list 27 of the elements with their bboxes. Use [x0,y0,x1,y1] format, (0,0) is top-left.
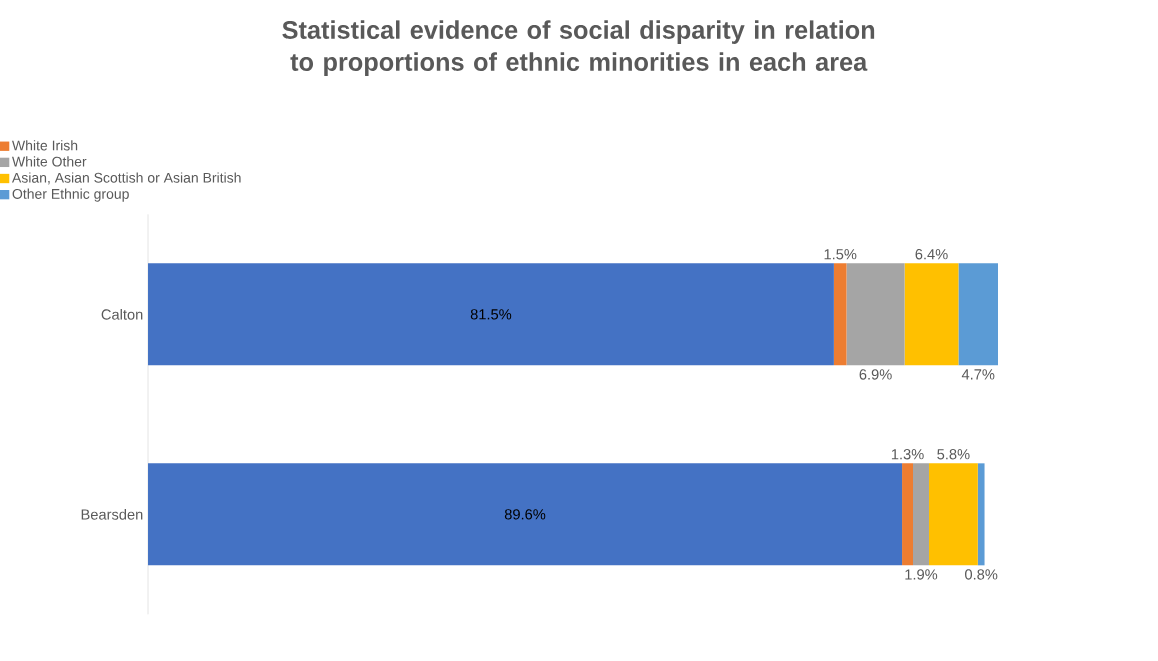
data-label: 89.6% [504,509,546,520]
bar [148,463,903,566]
legend-label: Other Ethnic group [12,188,129,202]
legend-label: Asian, Asian Scottish or Asian British [11,172,241,185]
legend-label: White Other [12,156,87,167]
bar [913,463,929,566]
data-label: 81.5% [470,309,512,320]
data-label: 0.8% [965,569,998,580]
data-label: 1.5% [824,249,857,260]
chart-title: Statistical evidence of social disparity in relation to proportions of ethnic minorities in each area [282,20,875,76]
data-label: 6.4% [915,249,948,260]
bar [846,263,905,366]
data-label: 4.7% [961,369,995,380]
data-label: 1.9% [905,569,938,580]
y-tick-label: Calton [101,308,143,320]
bar [904,263,959,366]
bar [833,263,847,366]
bar [148,263,834,366]
bar [958,263,998,366]
data-label: 1.3% [891,449,924,460]
data-label: 6.9% [859,369,892,380]
data-label: 5.8% [937,449,970,460]
legend-label: White Irish [12,140,78,151]
bar [902,463,913,566]
bar [928,463,978,566]
bar [977,463,985,566]
y-tick-label: Bearsden [81,508,143,520]
